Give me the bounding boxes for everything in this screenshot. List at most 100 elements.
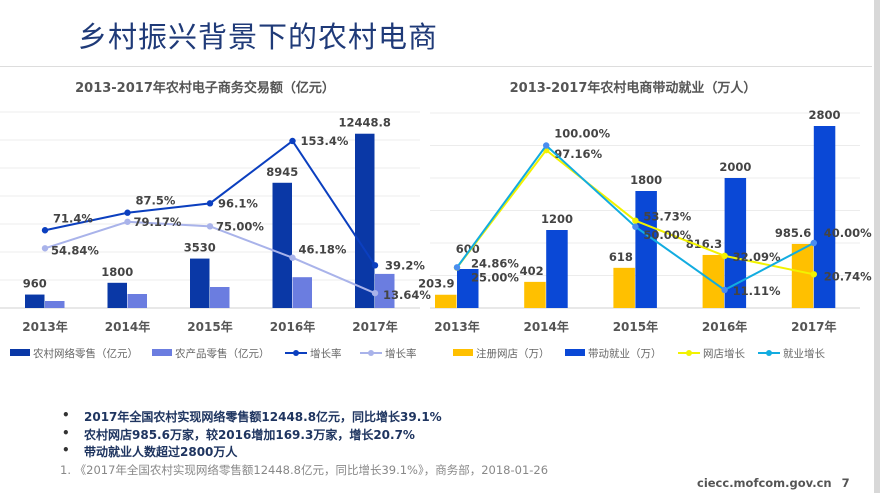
legend-marker bbox=[293, 350, 299, 356]
line-point bbox=[124, 218, 131, 225]
line-data-label: 100.00% bbox=[554, 127, 610, 141]
bar-2 bbox=[813, 126, 836, 308]
line-data-label: 39.2% bbox=[385, 258, 425, 272]
legend-label: 带动就业（万） bbox=[588, 347, 662, 360]
bar-data-label: 3530 bbox=[184, 241, 216, 255]
legend-swatch bbox=[10, 349, 30, 356]
bar-2 bbox=[724, 178, 747, 308]
line-point bbox=[41, 245, 49, 252]
bar-data-label: 8945 bbox=[266, 165, 298, 179]
bar-2 bbox=[546, 230, 568, 308]
legend-marker bbox=[368, 350, 374, 356]
line-point bbox=[721, 252, 728, 260]
legend-label: 增长率 bbox=[385, 347, 417, 360]
line-point bbox=[810, 271, 817, 278]
bar-data-label: 985.6 bbox=[775, 226, 811, 240]
bar-2 bbox=[375, 273, 395, 308]
bar-data-label: 960 bbox=[23, 277, 47, 291]
line-point bbox=[543, 142, 550, 149]
line-data-label: 79.17% bbox=[134, 215, 182, 229]
legend-label: 注册网店（万） bbox=[476, 347, 550, 360]
bullet-item: 带动就业人数超过2800万人 bbox=[62, 443, 442, 461]
line-series-2 bbox=[44, 220, 376, 295]
line-data-label: 96.1% bbox=[218, 196, 258, 210]
line-data-label: 53.73% bbox=[643, 210, 691, 224]
chart-title: 2013-2017年农村电子商务交易额（亿元） bbox=[75, 80, 335, 96]
x-tick-label: 2017年 bbox=[352, 319, 397, 334]
bar-2 bbox=[635, 191, 657, 308]
line-point bbox=[206, 200, 214, 207]
x-tick-label: 2013年 bbox=[22, 319, 67, 334]
line-data-label: 25.00% bbox=[471, 270, 519, 284]
bar-2 bbox=[210, 287, 230, 308]
line-point bbox=[632, 223, 639, 230]
legend-marker bbox=[686, 350, 692, 356]
x-tick-label: 2015年 bbox=[187, 319, 232, 334]
line-data-label: 54.84% bbox=[51, 243, 99, 257]
bullet-item: 农村网店985.6万家，较2016增加169.3万家，增长20.7% bbox=[62, 426, 442, 444]
legend-label: 就业增长 bbox=[783, 347, 825, 360]
bar-2 bbox=[45, 301, 65, 308]
bar-data-label: 816.3 bbox=[686, 237, 722, 251]
bar-data-label: 2000 bbox=[719, 160, 751, 174]
footnote: 1. 《2017年全国农村实现网络零售额12448.8亿元，同比增长39.1%》… bbox=[60, 463, 549, 477]
line-data-label: 13.64% bbox=[383, 288, 431, 302]
line-point bbox=[289, 254, 296, 261]
bar-1 bbox=[190, 258, 210, 308]
title-divider bbox=[0, 66, 872, 67]
bar-1 bbox=[107, 282, 127, 308]
line-data-label: 75.00% bbox=[216, 219, 264, 233]
legend-marker bbox=[766, 350, 772, 356]
line-data-label: 87.5% bbox=[136, 194, 176, 208]
line-data-label: 24.86% bbox=[471, 257, 519, 271]
bar-data-label: 1800 bbox=[630, 173, 662, 187]
footer-site: ciecc.mofcom.gov.cn bbox=[697, 476, 832, 490]
line-point bbox=[371, 262, 379, 269]
bar-1 bbox=[613, 267, 635, 308]
line-data-label: 20.74% bbox=[824, 269, 872, 283]
bar-data-label: 2800 bbox=[809, 108, 841, 122]
x-tick-label: 2014年 bbox=[523, 319, 568, 334]
line-data-label: 46.18% bbox=[299, 243, 347, 257]
bar-data-label: 402 bbox=[520, 264, 544, 278]
line-data-label: 32.09% bbox=[733, 250, 781, 264]
bullet-item: 2017年全国农村实现网络零售额12448.8亿元，同比增长39.1% bbox=[62, 408, 442, 426]
legend-swatch bbox=[453, 349, 473, 356]
bar-2 bbox=[292, 277, 312, 308]
page-title: 乡村振兴背景下的农村电商 bbox=[78, 20, 439, 54]
x-tick-label: 2014年 bbox=[105, 319, 150, 334]
legend-swatch bbox=[565, 349, 585, 356]
bar-data-label: 1200 bbox=[541, 212, 573, 226]
slide-edge bbox=[874, 0, 880, 493]
legend-label: 农村网络零售（亿元） bbox=[33, 347, 138, 360]
footer: ciecc.mofcom.gov.cn 7 bbox=[697, 476, 850, 490]
bar-data-label: 1800 bbox=[101, 265, 133, 279]
bar-2 bbox=[457, 269, 479, 308]
legend-label: 农产品零售（亿元） bbox=[175, 347, 270, 360]
bar-1 bbox=[355, 133, 375, 308]
legend-label: 增长率 bbox=[310, 347, 342, 360]
bar-1 bbox=[435, 294, 457, 308]
bar-1 bbox=[791, 243, 814, 308]
bar-data-label: 12448.8 bbox=[339, 116, 391, 130]
bar-2 bbox=[127, 294, 147, 308]
line-point bbox=[41, 227, 49, 234]
bar-1 bbox=[524, 281, 546, 308]
x-tick-label: 2016年 bbox=[702, 319, 747, 334]
chart-title: 2013-2017年农村电商带动就业（万人） bbox=[510, 80, 757, 96]
line-point bbox=[453, 264, 461, 271]
line-data-label: 40.00% bbox=[824, 226, 872, 240]
legend-label: 网店增长 bbox=[703, 347, 745, 360]
line-point bbox=[371, 289, 379, 297]
x-tick-label: 2013年 bbox=[434, 319, 479, 334]
legend-swatch bbox=[152, 349, 172, 356]
bar-data-label: 618 bbox=[609, 250, 633, 264]
line-data-label: 50.00% bbox=[643, 228, 691, 242]
line-point bbox=[124, 209, 131, 216]
x-tick-label: 2015年 bbox=[613, 319, 658, 334]
line-point bbox=[810, 239, 817, 247]
line-data-label: 153.4% bbox=[301, 134, 349, 148]
line-data-label: 71.4% bbox=[53, 211, 93, 225]
x-tick-label: 2016年 bbox=[270, 319, 315, 334]
